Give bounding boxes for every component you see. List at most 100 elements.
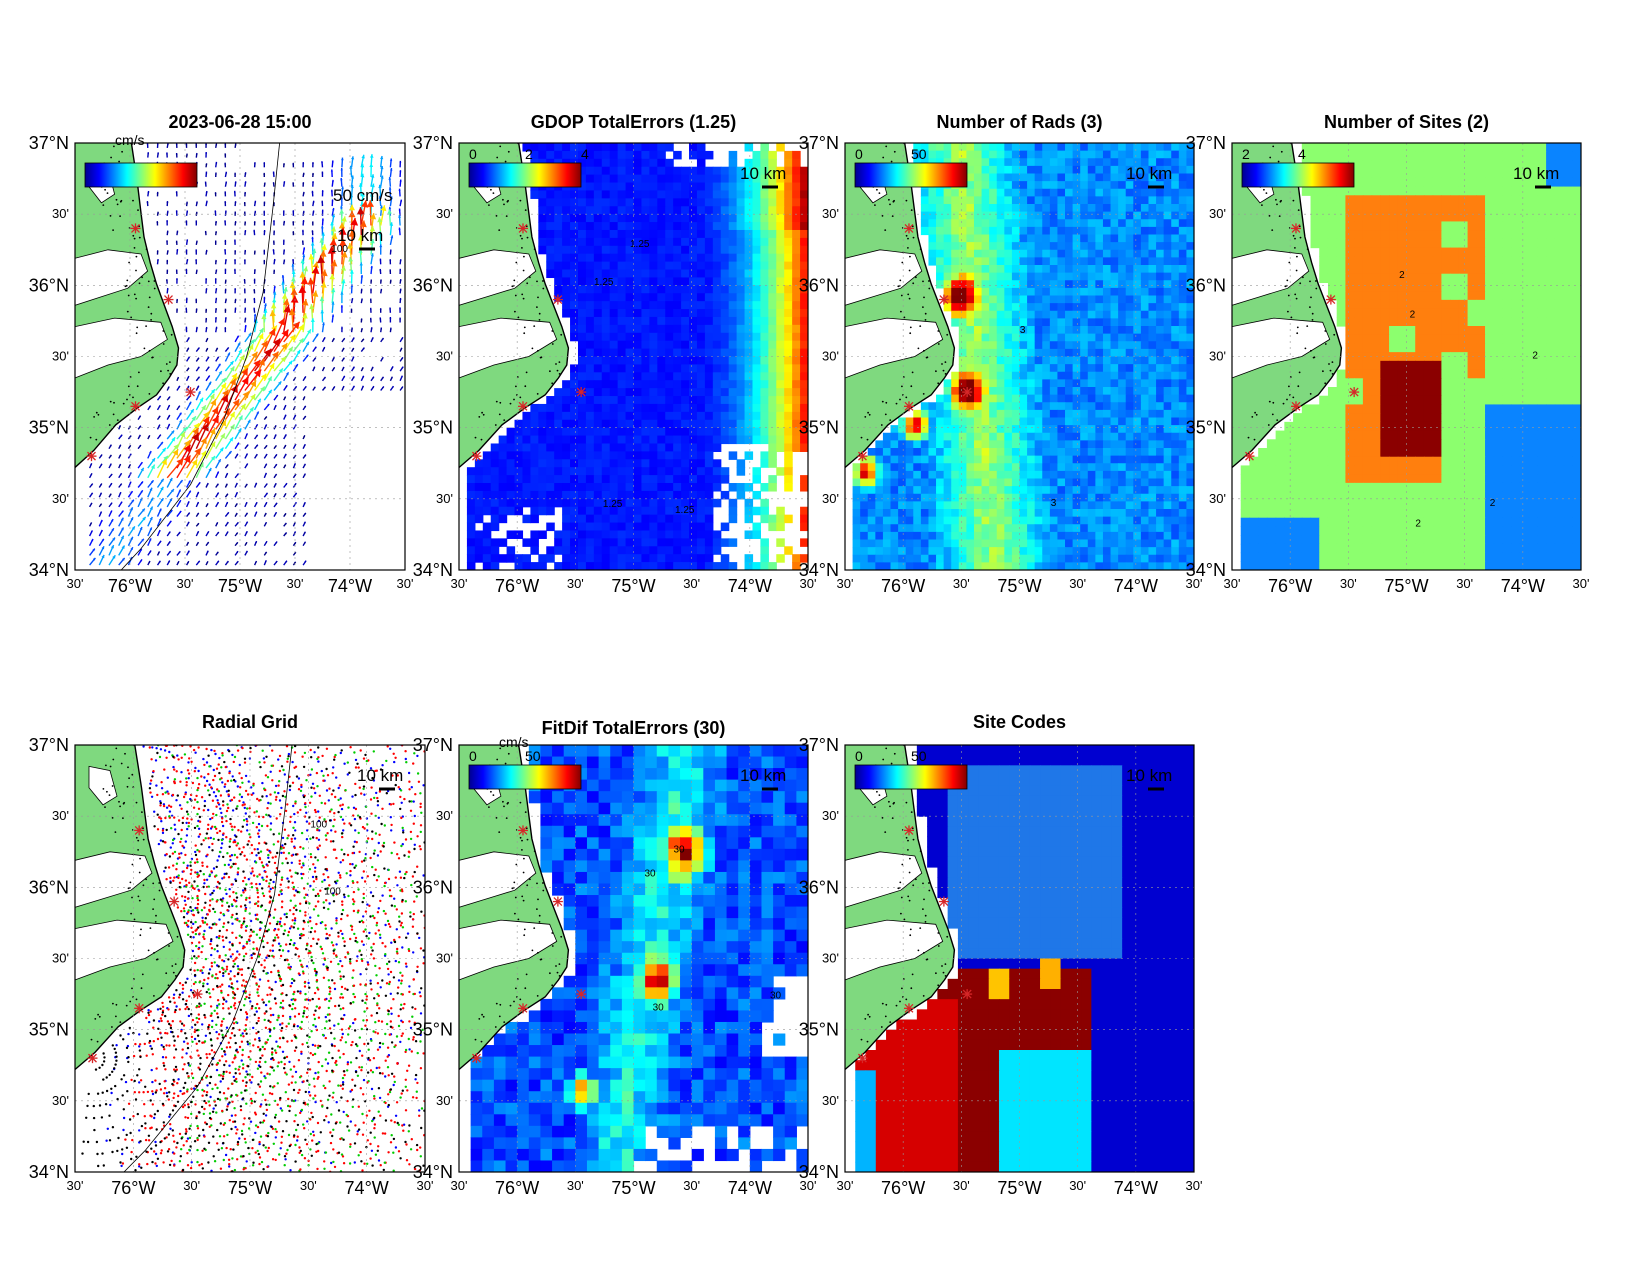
- heat-cell: [1087, 188, 1096, 197]
- heat-cell: [800, 293, 808, 302]
- current-vector-head: [235, 482, 238, 485]
- sound-water-1: [75, 317, 168, 379]
- heat-cell: [1087, 234, 1096, 243]
- heat-cell: [585, 483, 595, 492]
- heat-cell: [641, 316, 650, 326]
- heat-cell: [704, 348, 714, 358]
- heat-cell: [593, 143, 603, 152]
- current-vector-head: [254, 561, 257, 563]
- heat-cell: [760, 158, 769, 168]
- heat-cell: [1178, 333, 1188, 342]
- heat-cell: [966, 356, 975, 365]
- island-dot: [132, 234, 135, 237]
- heat-cell: [657, 380, 666, 389]
- current-vector-head: [321, 190, 324, 192]
- heat-cell: [768, 229, 777, 239]
- heat-cell: [792, 253, 801, 263]
- heat-cell: [1171, 181, 1180, 190]
- heat-cell: [1118, 326, 1127, 335]
- heat-cell: [776, 443, 785, 452]
- heat-cell: [490, 451, 500, 460]
- heat-cell: [1027, 188, 1036, 197]
- heat-cell: [958, 387, 967, 396]
- current-vector-head: [112, 537, 115, 541]
- current-vector-head: [369, 154, 374, 158]
- island-dot: [137, 209, 139, 212]
- heat-cell: [928, 188, 937, 197]
- current-vector-head: [168, 541, 171, 544]
- heat-cell: [665, 214, 674, 223]
- heat-cell: [1027, 371, 1036, 380]
- heat-cell: [625, 483, 635, 492]
- heat-cell: [1140, 150, 1150, 159]
- heat-cell: [989, 234, 998, 243]
- heat-cell: [673, 451, 682, 460]
- current-vector-head: [296, 349, 301, 354]
- heat-cell: [570, 309, 579, 318]
- heat-cell: [681, 451, 690, 460]
- heat-cell: [601, 396, 611, 405]
- heat-cell: [625, 206, 635, 215]
- heat-cell: [641, 285, 650, 294]
- current-vector-head: [230, 361, 234, 365]
- heat-cell: [641, 411, 650, 421]
- heat-cell: [1186, 333, 1194, 342]
- heat-cell: [657, 261, 666, 271]
- lat-tick-label: 30': [436, 349, 453, 364]
- current-vector-head: [322, 367, 325, 370]
- current-vector-head: [274, 474, 277, 476]
- heat-cell: [981, 257, 990, 266]
- heat-cell: [554, 490, 563, 500]
- heat-cell: [1065, 341, 1074, 350]
- heat-cell: [633, 182, 643, 192]
- heat-cell: [704, 546, 714, 555]
- heat-cell: [530, 427, 539, 437]
- island-dot: [521, 247, 523, 249]
- current-vector-head: [286, 372, 289, 376]
- current-vector-head: [182, 427, 187, 432]
- current-vector-head: [295, 364, 298, 367]
- heat-cell: [673, 435, 682, 445]
- heat-cell: [784, 396, 793, 405]
- current-vector-head: [273, 259, 276, 261]
- current-vector-head: [389, 168, 393, 171]
- heat-cell: [577, 498, 587, 508]
- heat-cell: [657, 411, 666, 421]
- heat-cell: [617, 316, 627, 326]
- current-vector-head: [204, 230, 207, 233]
- heat-cell: [1087, 265, 1096, 274]
- current-vector-head: [349, 194, 354, 198]
- current-vector-head: [331, 301, 335, 305]
- heat-cell: [1042, 165, 1051, 175]
- current-vector-head: [177, 561, 179, 564]
- heat-cell: [1065, 249, 1074, 258]
- island-dot: [523, 326, 526, 329]
- heat-cell: [617, 332, 627, 342]
- heat-cell: [657, 190, 666, 199]
- heat-cell: [996, 173, 1005, 182]
- heat-cell: [696, 530, 706, 539]
- current-vector-head: [149, 517, 153, 521]
- heat-cell: [966, 303, 975, 312]
- current-vector-head: [129, 445, 131, 448]
- heat-cell: [625, 396, 635, 405]
- heat-cell: [776, 340, 785, 350]
- heat-cell: [800, 214, 808, 223]
- heat-cell: [530, 411, 539, 421]
- scale-bar-label: 10 km: [740, 164, 786, 183]
- heat-cell: [1027, 219, 1036, 228]
- heat-cell: [1080, 272, 1089, 281]
- current-vector-head: [264, 522, 267, 525]
- heat-cell: [996, 219, 1005, 228]
- heat-cell: [625, 356, 635, 366]
- heat-cell: [736, 166, 746, 176]
- heat-cell: [1186, 287, 1194, 297]
- island-dot: [138, 282, 141, 285]
- heat-cell: [490, 498, 500, 508]
- heat-cell: [1004, 287, 1013, 297]
- heat-cell: [1072, 173, 1081, 182]
- heat-cell: [768, 285, 777, 294]
- current-vector-head: [263, 230, 266, 232]
- heat-cell: [1118, 158, 1127, 167]
- heat-cell: [1118, 234, 1127, 243]
